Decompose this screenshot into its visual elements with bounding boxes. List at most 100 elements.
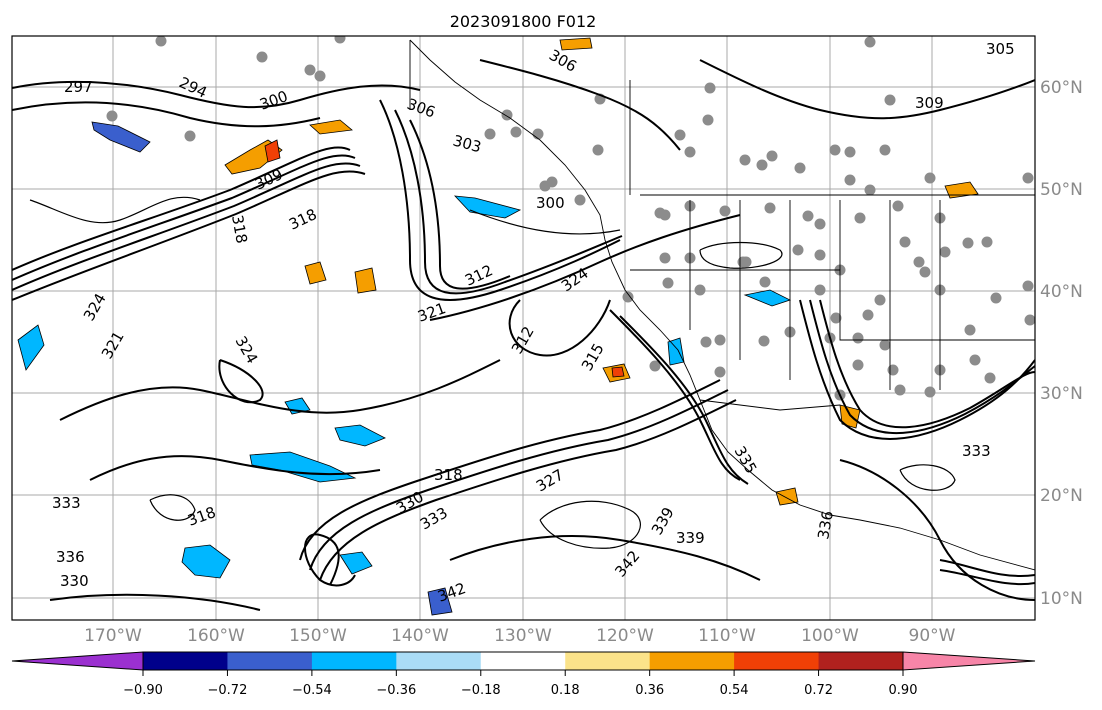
contour-line <box>394 109 623 295</box>
station-dot <box>759 276 771 288</box>
station-dot <box>719 205 731 217</box>
north-america-coast <box>409 39 1035 571</box>
contour-line <box>12 101 321 128</box>
station-dot <box>758 335 770 347</box>
colorbar-cell <box>396 652 482 670</box>
lon-label: 130°W <box>494 626 552 646</box>
lon-label: 120°W <box>596 626 654 646</box>
station-dot <box>879 339 891 351</box>
contour-line <box>29 196 201 224</box>
contour-line <box>609 309 741 481</box>
station-dot <box>924 386 936 398</box>
contour-line <box>12 80 421 109</box>
contour-label: 300 <box>536 194 565 212</box>
colorbar-tick-label: −0.90 <box>123 683 163 698</box>
orange-patch <box>354 267 377 294</box>
contour-line <box>939 569 1035 586</box>
station-dot <box>737 256 749 268</box>
station-dot <box>962 237 974 249</box>
station-dot <box>256 51 268 63</box>
station-dot <box>814 249 826 261</box>
lon-label: 110°W <box>698 626 756 646</box>
red-patch <box>611 366 625 378</box>
contour-line <box>619 315 749 485</box>
station-dot <box>659 209 671 221</box>
station-dot <box>864 184 876 196</box>
station-dot <box>984 372 996 384</box>
station-dot <box>887 364 899 376</box>
station-dot <box>874 294 886 306</box>
contour-line <box>12 146 351 271</box>
station-dot <box>510 126 522 138</box>
station-dot <box>766 150 778 162</box>
contour-line <box>49 593 261 611</box>
contour-line <box>89 455 381 481</box>
station-dot <box>913 256 925 268</box>
station-dot <box>574 194 586 206</box>
colorbar-cell <box>818 652 904 670</box>
station-dot <box>674 129 686 141</box>
latitude-labels: 60°N 50°N 40°N 30°N 20°N 10°N <box>1040 78 1083 609</box>
station-dots <box>106 36 1035 401</box>
colorbar-tick-label: −0.72 <box>208 683 248 698</box>
station-dot <box>739 154 751 166</box>
shaded-patches <box>17 37 979 616</box>
colorbar-tick-label: 0.90 <box>889 683 918 698</box>
lat-label: 30°N <box>1040 384 1083 404</box>
contour-line <box>319 399 737 581</box>
station-dot <box>622 291 634 303</box>
contour-line <box>12 170 366 301</box>
blue-patch <box>181 544 231 579</box>
red-patch <box>264 139 281 163</box>
lat-label: 40°N <box>1040 282 1083 302</box>
blue-patch <box>427 587 453 616</box>
colorbar-tick-label: −0.18 <box>461 683 501 698</box>
station-dot <box>844 174 856 186</box>
station-dot <box>844 146 856 158</box>
station-dot <box>334 36 346 44</box>
station-dot <box>969 354 981 366</box>
lon-label: 100°W <box>801 626 859 646</box>
station-dot <box>924 172 936 184</box>
contour-label: 339 <box>676 529 705 547</box>
station-dot <box>1022 280 1034 292</box>
contour-line <box>799 299 1035 440</box>
station-dot <box>899 236 911 248</box>
station-dot <box>184 130 196 142</box>
station-dot <box>532 128 544 140</box>
contour-label: 330 <box>60 572 89 590</box>
colorbar: −0.90 −0.72 −0.54 −0.36 −0.18 0.18 0.36 0.54 0.7… <box>11 651 1036 698</box>
blue-patch <box>453 195 522 219</box>
contour-label: 336 <box>56 548 85 566</box>
contour-line <box>539 500 641 549</box>
contour-line <box>699 59 1035 120</box>
station-dot <box>802 210 814 222</box>
station-dot <box>862 309 874 321</box>
contour-label: 297 <box>64 78 93 96</box>
station-dot <box>484 128 496 140</box>
contour-label: 309 <box>915 94 944 112</box>
station-dot <box>714 366 726 378</box>
contour-line <box>809 299 1035 435</box>
colorbar-extend-low <box>11 651 144 671</box>
contour-line <box>939 559 1035 577</box>
station-dot <box>314 70 326 82</box>
station-dot <box>756 159 768 171</box>
orange-patch <box>944 181 979 199</box>
colorbar-tick-label: 0.72 <box>804 683 833 698</box>
station-dot <box>884 94 896 106</box>
graticule <box>12 36 1035 620</box>
figure-title: 2023091800 F012 <box>450 12 597 31</box>
contour-line <box>839 459 1035 601</box>
colorbar-cell <box>565 652 651 670</box>
lat-label: 60°N <box>1040 78 1083 98</box>
contour-label: 305 <box>986 40 1015 58</box>
station-dot <box>794 162 806 174</box>
lon-label: 170°W <box>84 626 142 646</box>
station-dot <box>539 180 551 192</box>
blue-patch <box>17 324 45 371</box>
contours <box>12 59 1035 611</box>
state-border <box>699 399 841 411</box>
station-dot <box>659 252 671 264</box>
